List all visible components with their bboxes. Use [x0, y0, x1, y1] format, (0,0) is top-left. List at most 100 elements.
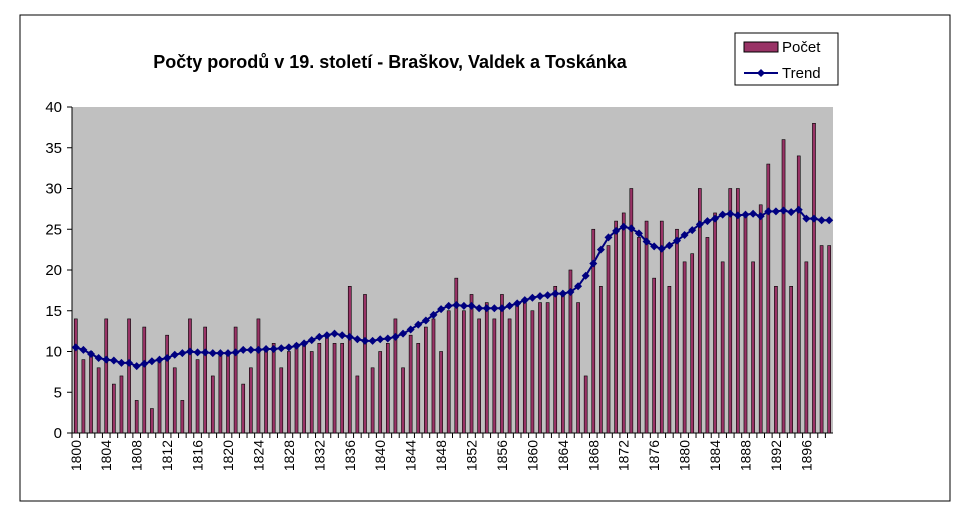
x-tick-label: 1812: [159, 440, 175, 471]
trend-marker: [551, 289, 560, 298]
trend-marker: [307, 336, 316, 345]
bar: [294, 343, 299, 434]
trend-marker: [216, 349, 225, 358]
bar: [73, 318, 78, 434]
bar: [500, 294, 504, 434]
x-tick-label: 1872: [616, 440, 632, 471]
trend-marker: [482, 304, 491, 313]
plot-area: [72, 107, 833, 433]
x-tick-label: 1876: [646, 440, 662, 471]
bar: [249, 367, 253, 434]
bar: [758, 204, 763, 434]
x-tick-label: 1860: [524, 440, 540, 471]
bar: [530, 310, 535, 434]
bar: [188, 318, 192, 434]
trend-marker: [680, 230, 689, 239]
trend-marker: [277, 344, 286, 353]
trend-marker: [254, 345, 263, 354]
trend-marker: [185, 347, 194, 356]
legend-swatch: [743, 41, 779, 53]
bar: [233, 326, 238, 434]
bar: [522, 302, 527, 434]
x-tick-label: 1832: [311, 440, 327, 471]
y-tick-label: 5: [54, 384, 62, 401]
bar: [568, 269, 573, 434]
trend-marker: [208, 349, 217, 358]
bar: [157, 359, 162, 434]
y-tick-label: 10: [45, 344, 62, 361]
y-tick-label: 35: [45, 140, 62, 157]
bar: [203, 326, 207, 434]
bar: [302, 343, 306, 434]
y-tick-label: 40: [45, 99, 62, 116]
bar: [332, 343, 337, 434]
trend-marker: [338, 331, 347, 340]
trend-marker: [650, 242, 659, 251]
x-tick-label: 1836: [342, 440, 358, 471]
bar: [484, 302, 489, 434]
bar: [621, 212, 626, 434]
bar: [127, 318, 131, 434]
x-tick-label: 1824: [250, 440, 266, 471]
bar: [690, 253, 695, 434]
bar: [614, 220, 618, 434]
trend-marker: [741, 210, 750, 219]
trend-marker: [421, 316, 430, 325]
trend-marker: [596, 245, 605, 254]
trend-marker: [71, 343, 80, 352]
trend-marker: [391, 332, 400, 341]
bar: [96, 367, 101, 434]
trend-marker: [604, 233, 613, 242]
trend-marker: [513, 299, 522, 308]
trend-marker: [399, 329, 408, 338]
trend-marker: [231, 348, 240, 357]
trend-marker: [574, 282, 583, 291]
bar: [591, 228, 596, 434]
bar: [431, 318, 436, 434]
trend-marker: [345, 332, 354, 341]
trend-marker: [779, 206, 788, 215]
trend-marker: [360, 336, 369, 345]
trend-marker: [239, 345, 248, 354]
trend-marker: [543, 291, 552, 300]
bar: [561, 294, 565, 434]
bar: [454, 277, 459, 434]
trend-marker: [749, 209, 758, 218]
bar: [751, 261, 755, 434]
bar: [408, 334, 413, 434]
bar: [606, 245, 611, 434]
trend-marker: [406, 325, 415, 334]
bar: [682, 261, 687, 434]
x-tick-label: 1852: [464, 440, 480, 471]
trend-marker: [809, 214, 818, 223]
bar: [134, 400, 139, 434]
trend-marker: [444, 301, 453, 310]
x-tick-label: 1880: [677, 440, 693, 471]
bar: [652, 277, 656, 434]
bar: [538, 302, 542, 434]
trend-marker: [414, 320, 423, 329]
trend-marker: [383, 334, 392, 343]
bar: [241, 383, 246, 434]
trend-marker: [672, 236, 681, 245]
trend-marker: [718, 210, 727, 219]
bar: [713, 212, 717, 434]
trend-marker: [825, 216, 834, 225]
bar: [363, 294, 367, 434]
bar: [446, 310, 451, 434]
trend-marker: [132, 362, 141, 371]
bar: [172, 367, 177, 434]
bar: [644, 220, 649, 434]
trend-marker: [292, 341, 301, 350]
trend-marker: [353, 335, 362, 344]
bar: [279, 367, 284, 434]
bar: [355, 375, 360, 434]
trend-marker: [657, 244, 666, 253]
bar: [393, 318, 398, 434]
trend-marker: [269, 345, 278, 354]
bar: [119, 375, 124, 434]
x-tick-label: 1828: [281, 440, 297, 471]
trend-marker: [612, 226, 621, 235]
trend-marker: [558, 289, 567, 298]
